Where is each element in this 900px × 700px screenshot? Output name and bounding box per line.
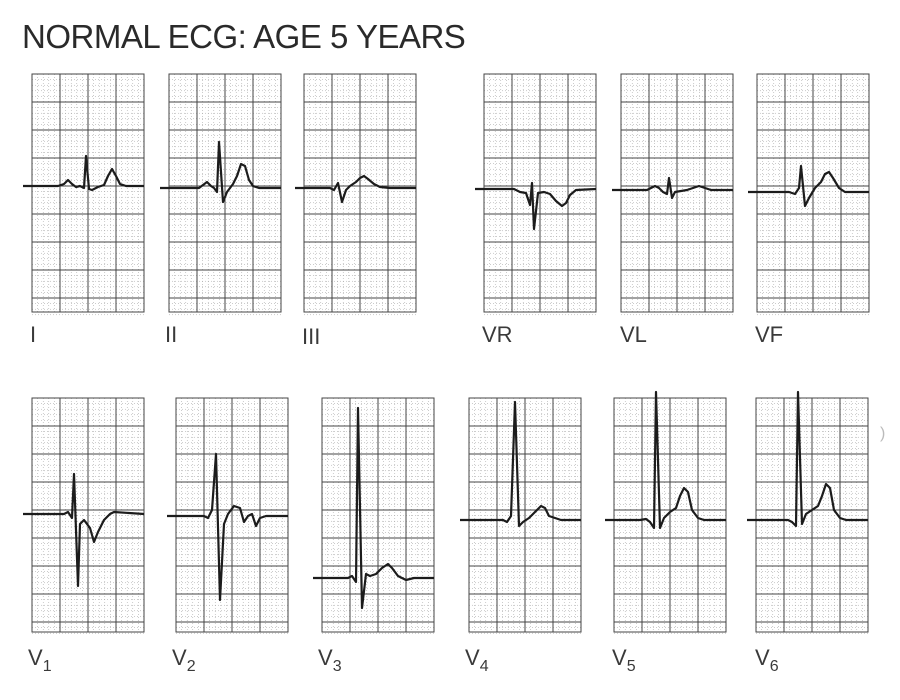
ecg-grid-major [755, 397, 869, 633]
ecg-grid-major [613, 397, 727, 633]
ecg-panel-lead-VL [612, 72, 737, 316]
ecg-panel-lead-VF [748, 72, 873, 316]
ecg-grid-major [483, 73, 597, 313]
lead-label-V6: V6 [755, 645, 779, 675]
lead-label-V1: V1 [28, 645, 52, 675]
ecg-trace-VR [475, 181, 597, 231]
lead-label-VR: VR [482, 322, 513, 347]
lead-label-V4: V4 [465, 645, 489, 675]
ecg-panel-lead-V1 [23, 396, 148, 634]
lead-label-V5: V5 [612, 645, 636, 675]
ecg-trace-II [160, 140, 281, 204]
ecg-trace-VL [612, 176, 733, 200]
ecg-trace-III [295, 174, 416, 204]
ecg-grid-minor [31, 397, 145, 634]
lead-label-V3: V3 [318, 645, 342, 675]
page-title: NORMAL ECG: AGE 5 YEARS [22, 18, 466, 55]
lead-label-V2: V2 [172, 645, 196, 675]
ecg-panel-lead-III [295, 72, 420, 316]
ecg-trace-V6 [747, 390, 868, 528]
ecg-panel-lead-V4 [460, 396, 585, 634]
ecg-grid-minor [620, 73, 734, 316]
lead-label-II: II [165, 322, 178, 347]
ecg-panel-lead-V2 [167, 396, 292, 634]
ecg-panel-lead-V6 [747, 390, 872, 634]
ecg-grid-minor [755, 397, 869, 634]
ecg-grid-major [168, 73, 282, 313]
ecg-panel-lead-II [160, 72, 285, 316]
lead-label-III: III [302, 324, 321, 349]
ecg-trace-V3 [313, 406, 434, 610]
ecg-panel-lead-I [23, 72, 148, 316]
ecg-panel-lead-V5 [605, 390, 730, 634]
lead-label-VL: VL [620, 322, 647, 347]
ecg-trace-VF [748, 164, 869, 208]
ecg-grid-major [31, 73, 145, 313]
ecg-trace-V5 [605, 390, 726, 530]
scan-artifact: ) [880, 425, 886, 442]
lead-label-I: I [30, 322, 37, 347]
ecg-trace-I [23, 154, 144, 192]
ecg-grid-minor [756, 73, 870, 316]
ecg-grid-major [468, 397, 582, 633]
ecg-panel-lead-V3 [313, 396, 438, 634]
ecg-trace-V2 [167, 452, 288, 602]
lead-label-VF: VF [755, 322, 784, 347]
ecg-panel-lead-VR [475, 72, 600, 316]
ecg-grid-major [620, 73, 734, 313]
ecg-trace-V1 [23, 472, 145, 588]
ecg-grid-major [303, 73, 417, 313]
ecg-trace-V4 [460, 400, 581, 528]
ecg-grid-major [321, 397, 435, 633]
